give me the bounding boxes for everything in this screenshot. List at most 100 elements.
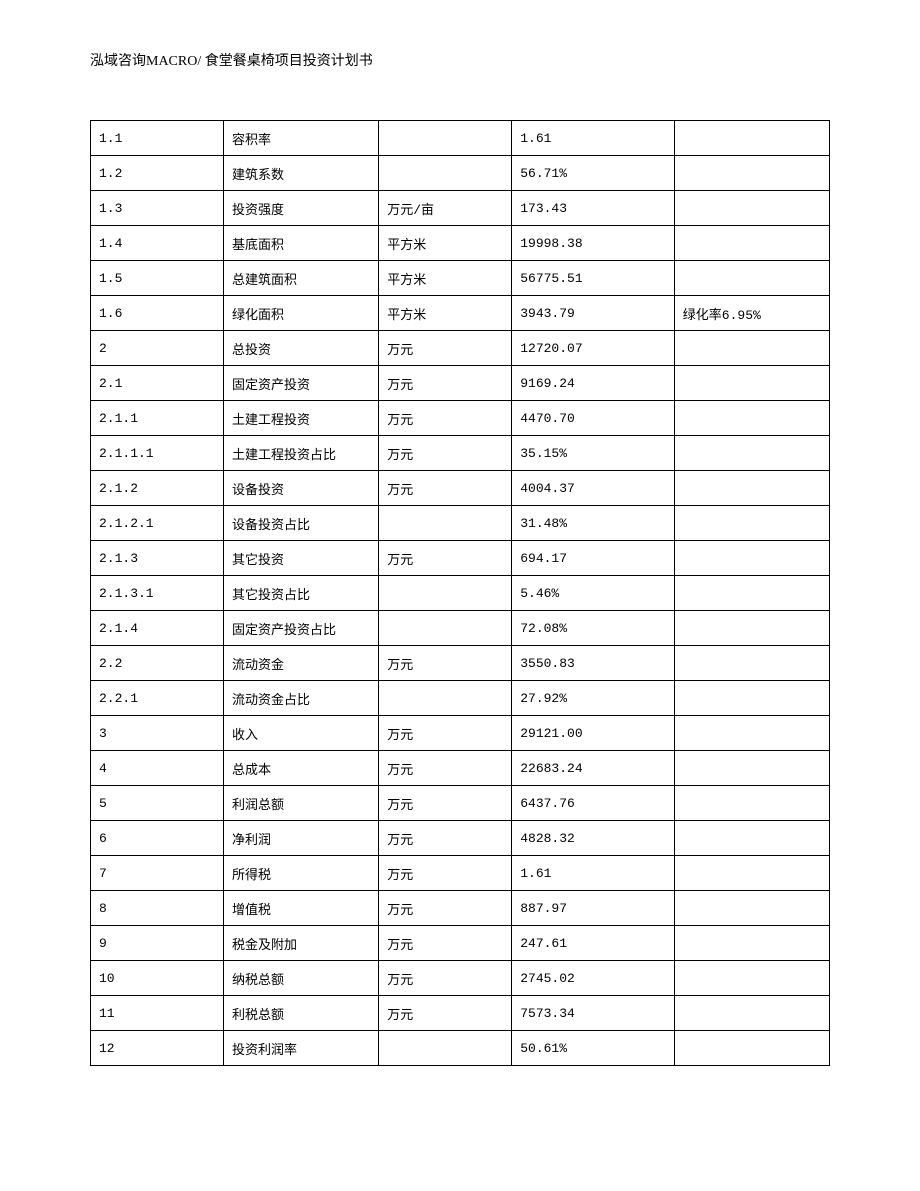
table-cell: 流动资金占比: [224, 681, 379, 716]
table-cell: 887.97: [512, 891, 675, 926]
table-cell: 2.1.1: [91, 401, 224, 436]
table-row: 2.1固定资产投资万元9169.24: [91, 366, 830, 401]
table-row: 2.1.3.1其它投资占比5.46%: [91, 576, 830, 611]
table-cell: [674, 436, 829, 471]
table-cell: 万元: [379, 716, 512, 751]
table-cell: 万元: [379, 786, 512, 821]
table-cell: 7: [91, 856, 224, 891]
table-cell: [674, 786, 829, 821]
table-cell: 万元: [379, 436, 512, 471]
table-cell: 平方米: [379, 261, 512, 296]
table-cell: 建筑系数: [224, 156, 379, 191]
investment-table: 1.1容积率1.611.2建筑系数56.71%1.3投资强度万元/亩173.43…: [90, 120, 830, 1066]
table-cell: 2.1.4: [91, 611, 224, 646]
table-cell: 万元/亩: [379, 191, 512, 226]
page-header: 泓域咨询MACRO/ 食堂餐桌椅项目投资计划书: [90, 50, 830, 70]
table-cell: 10: [91, 961, 224, 996]
table-cell: [674, 156, 829, 191]
table-cell: 3: [91, 716, 224, 751]
table-row: 12投资利润率50.61%: [91, 1031, 830, 1066]
table-cell: [674, 961, 829, 996]
table-cell: 694.17: [512, 541, 675, 576]
table-cell: 29121.00: [512, 716, 675, 751]
table-cell: [379, 576, 512, 611]
table-cell: 万元: [379, 541, 512, 576]
table-cell: 万元: [379, 366, 512, 401]
table-cell: 4: [91, 751, 224, 786]
table-row: 3收入万元29121.00: [91, 716, 830, 751]
table-cell: 流动资金: [224, 646, 379, 681]
table-row: 1.2建筑系数56.71%: [91, 156, 830, 191]
table-cell: [674, 821, 829, 856]
table-cell: 绿化率6.95%: [674, 296, 829, 331]
table-cell: 增值税: [224, 891, 379, 926]
table-row: 1.4基底面积平方米19998.38: [91, 226, 830, 261]
table-cell: 11: [91, 996, 224, 1031]
table-cell: 万元: [379, 751, 512, 786]
table-cell: [674, 751, 829, 786]
table-cell: 27.92%: [512, 681, 675, 716]
table-row: 1.5总建筑面积平方米56775.51: [91, 261, 830, 296]
table-row: 2.1.2设备投资万元4004.37: [91, 471, 830, 506]
table-cell: 投资强度: [224, 191, 379, 226]
table-cell: [674, 226, 829, 261]
table-cell: [674, 611, 829, 646]
table-cell: 12: [91, 1031, 224, 1066]
table-row: 2.1.4固定资产投资占比72.08%: [91, 611, 830, 646]
table-row: 8增值税万元887.97: [91, 891, 830, 926]
table-cell: 2.1.2.1: [91, 506, 224, 541]
table-cell: 3550.83: [512, 646, 675, 681]
table-row: 1.1容积率1.61: [91, 121, 830, 156]
table-cell: 总建筑面积: [224, 261, 379, 296]
table-cell: 其它投资占比: [224, 576, 379, 611]
table-row: 2.1.1.1土建工程投资占比万元35.15%: [91, 436, 830, 471]
table-cell: [379, 611, 512, 646]
table-cell: 2: [91, 331, 224, 366]
header-text: 泓域咨询MACRO/ 食堂餐桌椅项目投资计划书: [90, 54, 373, 69]
table-cell: [379, 156, 512, 191]
table-cell: 8: [91, 891, 224, 926]
table-cell: 平方米: [379, 226, 512, 261]
table-cell: 1.4: [91, 226, 224, 261]
table-row: 10纳税总额万元2745.02: [91, 961, 830, 996]
table-cell: 纳税总额: [224, 961, 379, 996]
table-cell: 12720.07: [512, 331, 675, 366]
table-cell: 所得税: [224, 856, 379, 891]
table-cell: 31.48%: [512, 506, 675, 541]
table-cell: 3943.79: [512, 296, 675, 331]
table-cell: 万元: [379, 891, 512, 926]
table-cell: 平方米: [379, 296, 512, 331]
table-cell: 5.46%: [512, 576, 675, 611]
table-cell: [674, 331, 829, 366]
table-cell: [674, 891, 829, 926]
table-cell: 基底面积: [224, 226, 379, 261]
table-cell: 6: [91, 821, 224, 856]
table-cell: 1.5: [91, 261, 224, 296]
table-cell: [674, 191, 829, 226]
table-cell: 2.1: [91, 366, 224, 401]
table-cell: 万元: [379, 856, 512, 891]
table-cell: 22683.24: [512, 751, 675, 786]
table-cell: [379, 681, 512, 716]
table-cell: [674, 506, 829, 541]
table-cell: 绿化面积: [224, 296, 379, 331]
table-row: 2.2.1流动资金占比 27.92%: [91, 681, 830, 716]
table-cell: 2.1.1.1: [91, 436, 224, 471]
table-cell: 4004.37: [512, 471, 675, 506]
table-row: 11利税总额万元7573.34: [91, 996, 830, 1031]
table-cell: 万元: [379, 646, 512, 681]
table-cell: 总成本: [224, 751, 379, 786]
table-cell: 56.71%: [512, 156, 675, 191]
table-cell: 9169.24: [512, 366, 675, 401]
table-cell: 19998.38: [512, 226, 675, 261]
table-row: 7所得税万元1.61: [91, 856, 830, 891]
table-row: 2.2流动资金万元3550.83: [91, 646, 830, 681]
table-cell: 其它投资: [224, 541, 379, 576]
table-cell: 4470.70: [512, 401, 675, 436]
table-cell: 2.2.1: [91, 681, 224, 716]
table-cell: 1.1: [91, 121, 224, 156]
table-cell: 2.2: [91, 646, 224, 681]
table-row: 2.1.1土建工程投资万元4470.70: [91, 401, 830, 436]
table-cell: 万元: [379, 996, 512, 1031]
table-cell: 9: [91, 926, 224, 961]
